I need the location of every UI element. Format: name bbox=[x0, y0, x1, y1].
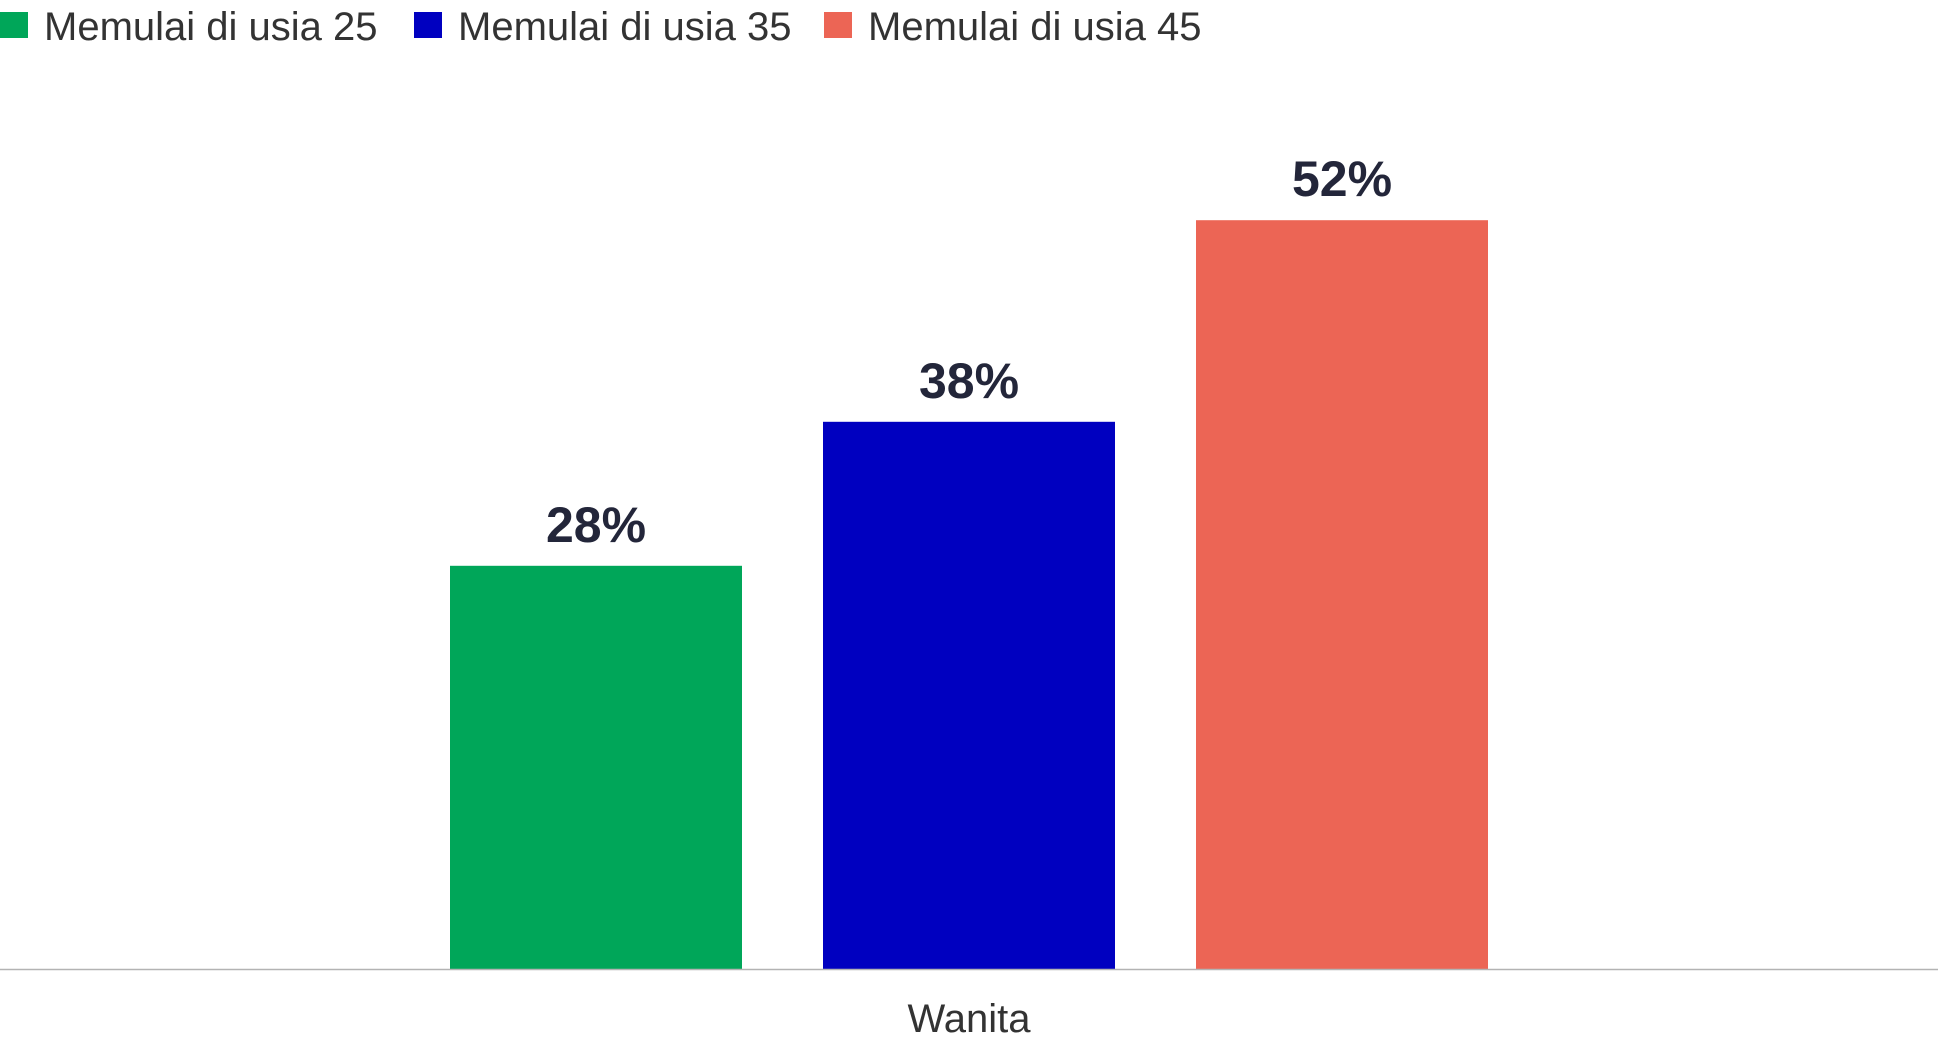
category-labels: Wanita bbox=[907, 997, 1031, 1041]
legend-item: Memulai di usia 35 bbox=[414, 5, 792, 49]
legend-label: Memulai di usia 45 bbox=[868, 5, 1202, 49]
data-label: 38% bbox=[919, 353, 1019, 409]
legend-label: Memulai di usia 25 bbox=[44, 5, 378, 49]
legend-label: Memulai di usia 35 bbox=[458, 5, 792, 49]
legend-swatch bbox=[0, 12, 28, 38]
bar bbox=[823, 421, 1115, 969]
bar bbox=[450, 565, 742, 969]
chart-legend: Memulai di usia 25 Memulai di usia 35 Memu… bbox=[0, 5, 1202, 49]
legend-item: Memulai di usia 25 bbox=[0, 5, 378, 49]
value-labels: 28% 38% 52% bbox=[546, 151, 1392, 553]
legend-swatch bbox=[824, 12, 852, 38]
x-tick-label: Wanita bbox=[907, 997, 1031, 1041]
data-label: 52% bbox=[1292, 151, 1392, 207]
bar bbox=[1196, 220, 1488, 969]
legend-swatch bbox=[414, 12, 442, 38]
bar-group bbox=[450, 220, 1488, 969]
data-label: 28% bbox=[546, 497, 646, 553]
legend-item: Memulai di usia 45 bbox=[824, 5, 1202, 49]
